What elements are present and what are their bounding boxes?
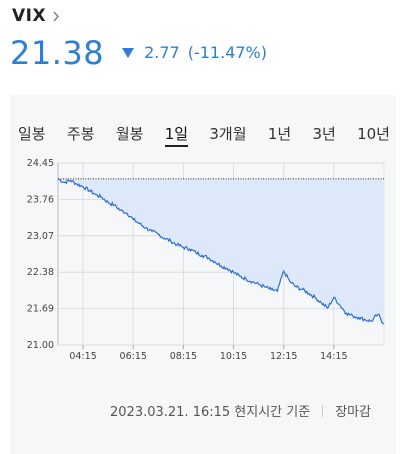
price-change: 2.77 (-11.47%) — [122, 43, 267, 62]
market-status: 장마감 — [335, 405, 372, 420]
chart-panel: 일봉 주봉 월봉 1일 3개월 1년 3년 10년 24.45 23.76 23.0… — [10, 95, 396, 454]
chart-footer: 2023.03.21. 16:15 현지시간 기준 장마감 — [110, 401, 371, 420]
period-tabs: 일봉 주봉 월봉 1일 3개월 1년 3년 10년 — [18, 123, 390, 147]
intraday-chart[interactable]: 24.45 23.76 23.07 22.38 21.69 21.00 04:15 06:1… — [10, 155, 396, 380]
chevron-right-icon — [52, 7, 60, 26]
y-tick-label: 22.38 — [27, 267, 54, 278]
y-tick-label: 23.76 — [27, 194, 54, 205]
x-tick-label: 10:15 — [220, 351, 247, 362]
x-tick-label: 12:15 — [270, 351, 297, 362]
tab-weekly[interactable]: 주봉 — [66, 125, 95, 143]
tab-3month[interactable]: 3개월 — [209, 125, 247, 143]
ticker-title-link[interactable]: VIX — [12, 6, 60, 26]
x-axis: 04:15 06:15 08:15 10:15 12:15 14:15 — [69, 345, 348, 362]
y-tick-label: 21.69 — [27, 304, 54, 315]
tab-10year[interactable]: 10년 — [357, 125, 390, 143]
x-tick-label: 04:15 — [69, 351, 96, 362]
y-tick-label: 23.07 — [27, 231, 54, 242]
y-axis: 24.45 23.76 23.07 22.38 21.69 21.00 — [27, 158, 54, 351]
tab-3year[interactable]: 3년 — [312, 125, 336, 143]
ticker-title: VIX — [12, 6, 47, 26]
x-tick-label: 06:15 — [120, 351, 147, 362]
down-arrow-icon — [122, 43, 135, 62]
y-tick-label: 21.00 — [27, 340, 54, 351]
change-percent: (-11.47%) — [187, 43, 267, 62]
quote-summary: 21.38 2.77 (-11.47%) — [10, 34, 267, 72]
x-tick-label: 14:15 — [320, 351, 347, 362]
chart-area-fill — [58, 178, 384, 324]
change-value: 2.77 — [144, 43, 180, 62]
tab-daily[interactable]: 일봉 — [18, 125, 46, 143]
y-tick-label: 24.45 — [27, 158, 54, 169]
divider — [322, 404, 324, 417]
current-price: 21.38 — [10, 34, 105, 72]
tab-monthly[interactable]: 월봉 — [115, 125, 144, 143]
timestamp: 2023.03.21. 16:15 현지시간 기준 — [110, 405, 311, 420]
x-tick-label: 08:15 — [170, 351, 197, 362]
tab-1year[interactable]: 1년 — [267, 125, 292, 143]
tab-1day[interactable]: 1일 — [164, 123, 189, 147]
chart-price-line — [57, 178, 385, 325]
